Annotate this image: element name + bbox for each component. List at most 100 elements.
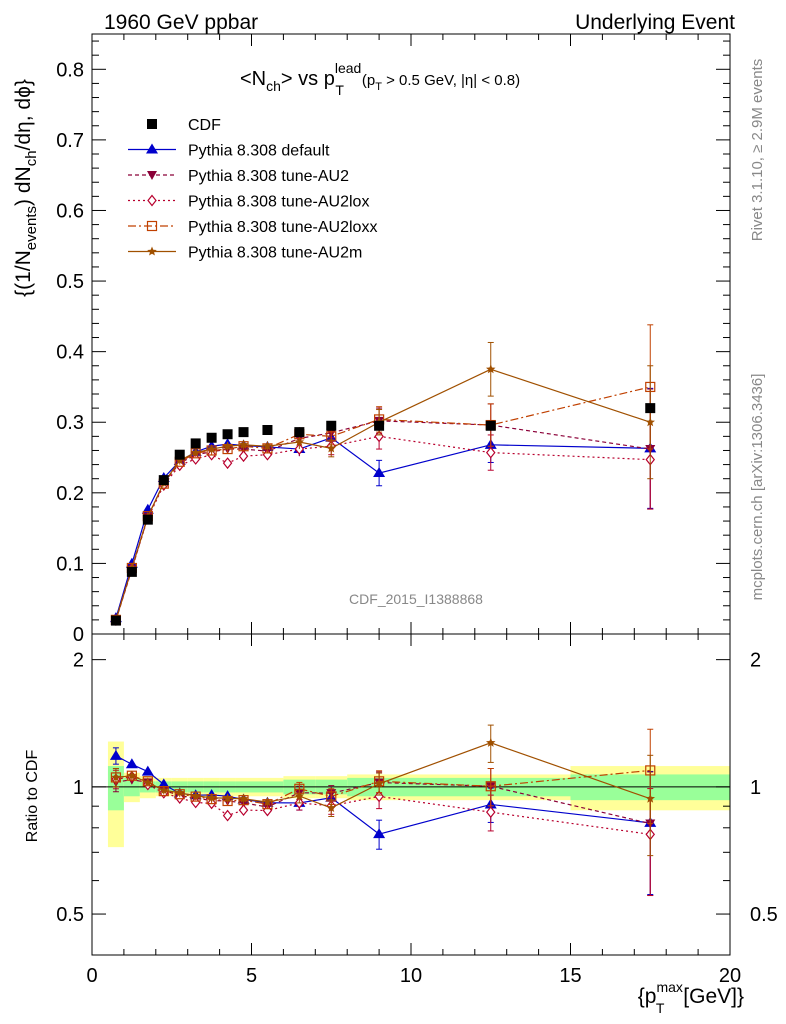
ratio-tick-label-right: 1 xyxy=(750,777,761,799)
ratio-point xyxy=(222,793,233,803)
ratio-point xyxy=(326,802,336,812)
legend-entry-au2lox: Pythia 8.308 tune-AU2lox xyxy=(128,194,369,211)
data-point xyxy=(222,441,233,451)
cdf-data-point xyxy=(238,427,249,438)
ratio-point xyxy=(238,793,249,803)
ratio-point xyxy=(238,804,249,817)
legend-marker xyxy=(146,220,158,232)
data-point xyxy=(645,417,655,427)
y-tick-label: 0.7 xyxy=(56,130,84,152)
x-tick-label: 15 xyxy=(559,965,581,987)
ratio-point xyxy=(485,781,496,792)
legend-label: Pythia 8.308 default xyxy=(188,143,330,160)
data-point xyxy=(206,444,217,454)
cdf-data-point xyxy=(174,449,185,460)
ratio-point xyxy=(206,792,217,802)
x-axis-label: {pmax T [GeV]} xyxy=(638,979,744,1016)
y-tick-label: 0.4 xyxy=(56,342,84,364)
ratio-point xyxy=(262,797,273,807)
ratio-tick-label-right: 2 xyxy=(750,650,761,672)
y-tick-label: 0.6 xyxy=(56,200,84,222)
ratio-point xyxy=(486,737,496,747)
data-point xyxy=(294,443,305,456)
ratio-tick-label: 0.5 xyxy=(56,904,84,926)
series-au2m xyxy=(111,341,655,857)
cdf-data-point xyxy=(206,432,217,443)
cdf-data-point xyxy=(142,514,153,525)
header-right: Underlying Event xyxy=(575,11,735,34)
data-point xyxy=(326,443,336,453)
cdf-data-point xyxy=(374,420,385,431)
ratio-tick-label-right: 0.5 xyxy=(750,904,778,926)
data-point xyxy=(294,437,305,446)
ratio-y-axis-label: Ratio to CDF xyxy=(24,750,41,843)
cdf-data-point xyxy=(110,615,121,626)
x-tick-label: 10 xyxy=(400,965,422,987)
cdf-data-point xyxy=(222,429,233,440)
data-point xyxy=(373,467,386,478)
axes-layer: 0 5 10 15 20 0 0.1 0.2 0.3 0.4 0.5 0.6 0.7 0.8 0.5 0.5 1… xyxy=(56,33,778,987)
series-layer xyxy=(109,324,657,897)
legend-marker xyxy=(146,143,158,154)
legend: CDF Pythia 8.308 default Pythia 8.308 tune… xyxy=(128,117,377,262)
ratio-point xyxy=(125,758,138,769)
data-point xyxy=(485,446,496,459)
rivet-label: Rivet 3.1.10, ≥ 2.9M events xyxy=(749,59,766,242)
data-point xyxy=(238,439,249,449)
plot-title: <Nch> vs plead T(pT > 0.5 GeV, |η| < 0.8) xyxy=(240,60,520,98)
legend-marker xyxy=(147,246,157,256)
ratio-tick-label: 2 xyxy=(73,650,84,672)
data-point xyxy=(222,457,233,470)
legend-label: Pythia 8.308 tune-AU2lox xyxy=(188,194,369,211)
ratio-point xyxy=(127,770,137,780)
y-tick-label: 0.3 xyxy=(56,412,84,434)
ratio-point xyxy=(373,828,386,839)
legend-entry-au2loxx: Pythia 8.308 tune-AU2loxx xyxy=(128,219,377,236)
data-point xyxy=(262,441,273,451)
series-au2loxx xyxy=(110,324,656,825)
ratio-point xyxy=(485,806,496,819)
data-point xyxy=(190,447,201,457)
series-au2 xyxy=(110,388,656,897)
x-tick-label: 0 xyxy=(86,965,97,987)
legend-label: CDF xyxy=(188,117,221,134)
cdf-data-point xyxy=(294,427,305,438)
y-tick-label: 0.2 xyxy=(56,483,84,505)
ratio-point xyxy=(645,793,655,803)
cdf-data-point xyxy=(645,403,656,414)
cdf-data-point xyxy=(262,425,273,435)
y-tick-label: 0.8 xyxy=(56,59,84,81)
legend-marker xyxy=(147,119,157,129)
data-point xyxy=(238,450,249,463)
main-y-axis-label: {(1/Nevents) dNch/dη, dϕ} xyxy=(12,79,40,297)
ratio-point xyxy=(294,791,305,801)
legend-label: Pythia 8.308 tune-AU2 xyxy=(188,168,349,185)
ratio-point xyxy=(157,778,170,789)
legend-entry-au2: Pythia 8.308 tune-AU2 xyxy=(128,168,349,185)
analysis-watermark: CDF_2015_I1388868 xyxy=(349,591,483,607)
series-line xyxy=(115,368,651,621)
cdf-data-point xyxy=(126,566,137,577)
series-cdf xyxy=(110,403,656,626)
ratio-tick-label: 1 xyxy=(73,777,84,799)
y-tick-label: 0.5 xyxy=(56,271,84,293)
cdf-data-point xyxy=(158,475,169,486)
y-tick-label: 0.1 xyxy=(56,553,84,575)
legend-entry-au2m: Pythia 8.308 tune-AU2m xyxy=(128,245,362,262)
series-au2lox xyxy=(111,409,656,897)
legend-entry-default: Pythia 8.308 default xyxy=(128,143,330,160)
ratio-point xyxy=(374,778,384,788)
legend-entry-data: CDF xyxy=(147,117,221,134)
ratio-point xyxy=(109,749,122,760)
ratio-point xyxy=(111,772,121,782)
ratio-point xyxy=(175,787,185,797)
cdf-data-point xyxy=(190,438,201,449)
legend-label: Pythia 8.308 tune-AU2loxx xyxy=(188,219,377,236)
x-tick-label: 5 xyxy=(246,965,257,987)
ratio-point xyxy=(141,765,154,776)
ratio-point xyxy=(159,785,169,795)
ratio-point xyxy=(143,777,153,787)
mcplots-label: mcplots.cern.ch [arXiv:1306.3436] xyxy=(749,374,766,601)
legend-marker xyxy=(147,194,157,207)
